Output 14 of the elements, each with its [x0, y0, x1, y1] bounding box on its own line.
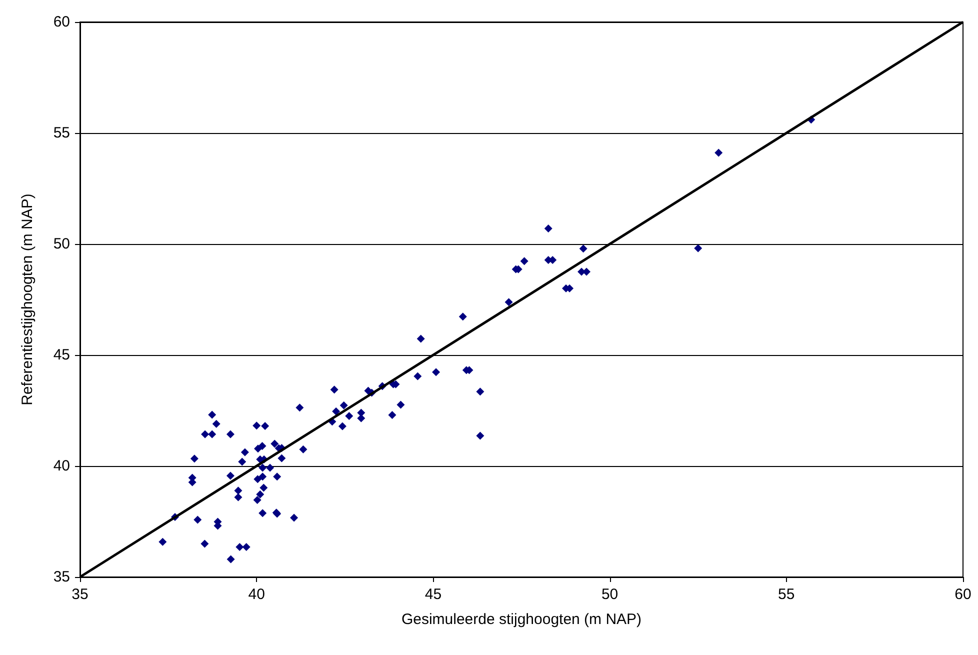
x-axis-title: Gesimuleerde stijghoogten (m NAP)	[401, 611, 642, 628]
y-axis-title: Referentiestijghoogten (m NAP)	[19, 194, 36, 406]
y-tick-label: 60	[53, 14, 70, 30]
x-tick-label: 55	[778, 586, 795, 603]
x-tick-label: 60	[954, 586, 972, 603]
y-tick-label: 45	[53, 346, 70, 364]
y-tick-label: 40	[53, 458, 70, 474]
x-tick-label: 45	[424, 586, 442, 603]
x-tick-label: 35	[72, 586, 88, 603]
y-tick-label: 35	[53, 568, 70, 586]
x-tick-label: 40	[248, 586, 265, 603]
y-tick-label: 55	[53, 124, 70, 142]
y-tick-label: 50	[53, 236, 70, 252]
x-tick-label: 50	[601, 586, 618, 603]
